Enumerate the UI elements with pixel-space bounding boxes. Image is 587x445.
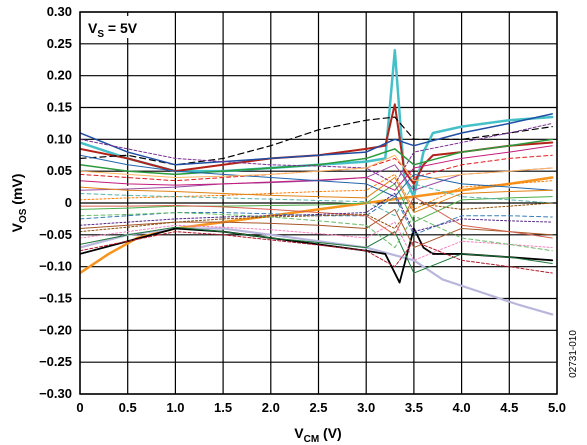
y-axis-title: VOS (mV) (9, 174, 29, 233)
vs-annotation: VS = 5V (88, 20, 138, 40)
x-tick-label: 3.5 (405, 400, 423, 415)
series-line (80, 227, 554, 284)
series-line (80, 231, 553, 274)
y-tick-label: −0.15 (39, 291, 72, 306)
series-line (80, 48, 554, 198)
series-line (80, 154, 553, 198)
y-tick-label: 0.05 (47, 163, 72, 178)
series-layer (80, 48, 554, 316)
series-line (80, 154, 553, 182)
series-line (80, 192, 553, 233)
x-tick-label: 0 (76, 400, 83, 415)
x-tick-label: 1.0 (166, 400, 184, 415)
y-tick-label: 0.20 (47, 68, 72, 83)
x-tick-label: 1.5 (214, 400, 232, 415)
x-axis-title: VCM (V) (294, 425, 341, 445)
x-tick-label: 5.0 (548, 400, 566, 415)
y-tick-label: −0.10 (39, 259, 72, 274)
series-line (80, 196, 553, 239)
series-line (80, 176, 554, 217)
y-tick-label: 0.15 (47, 100, 72, 115)
series-line (80, 226, 553, 274)
series-line (80, 221, 553, 261)
x-tick-label: 3.0 (357, 400, 375, 415)
y-tick-label: 0.10 (47, 131, 72, 146)
series-line (80, 122, 553, 185)
y-tick-label: 0.25 (47, 36, 72, 51)
series-line (80, 202, 553, 233)
x-tick-label: 0.5 (119, 400, 137, 415)
y-tick-label: −0.30 (39, 386, 72, 401)
x-tick-labels: 0 0.5 1.0 1.5 2.0 2.5 3.0 3.5 4.0 4.5 5.0 (76, 400, 566, 415)
series-line (80, 227, 554, 316)
series-line (80, 138, 553, 176)
annotation-background (84, 16, 162, 38)
series-line (80, 183, 553, 217)
x-tick-label: 4.5 (500, 400, 518, 415)
y-tick-label: −0.25 (39, 354, 72, 369)
y-tick-label: 0.30 (47, 4, 72, 19)
x-tick-label: 2.5 (309, 400, 327, 415)
y-tick-labels: 0.30 0.25 0.20 0.15 0.10 0.05 0 −0.05 −0.10 −0.15… (39, 4, 72, 401)
series-line (80, 103, 554, 185)
series-line (80, 183, 553, 223)
y-tick-label: −0.20 (39, 322, 72, 337)
y-tick-label: −0.05 (39, 227, 72, 242)
figure-id-label: 02731-010 (568, 330, 579, 378)
x-tick-label: 4.0 (453, 400, 471, 415)
plot-frame (79, 11, 558, 395)
series-line (80, 212, 553, 252)
grid-layer (79, 11, 558, 395)
x-tick-label: 2.0 (262, 400, 280, 415)
series-line (80, 145, 553, 191)
series-line (80, 173, 553, 210)
series-line (80, 177, 553, 214)
series-line (80, 113, 553, 166)
y-tick-label: 0 (65, 195, 72, 210)
